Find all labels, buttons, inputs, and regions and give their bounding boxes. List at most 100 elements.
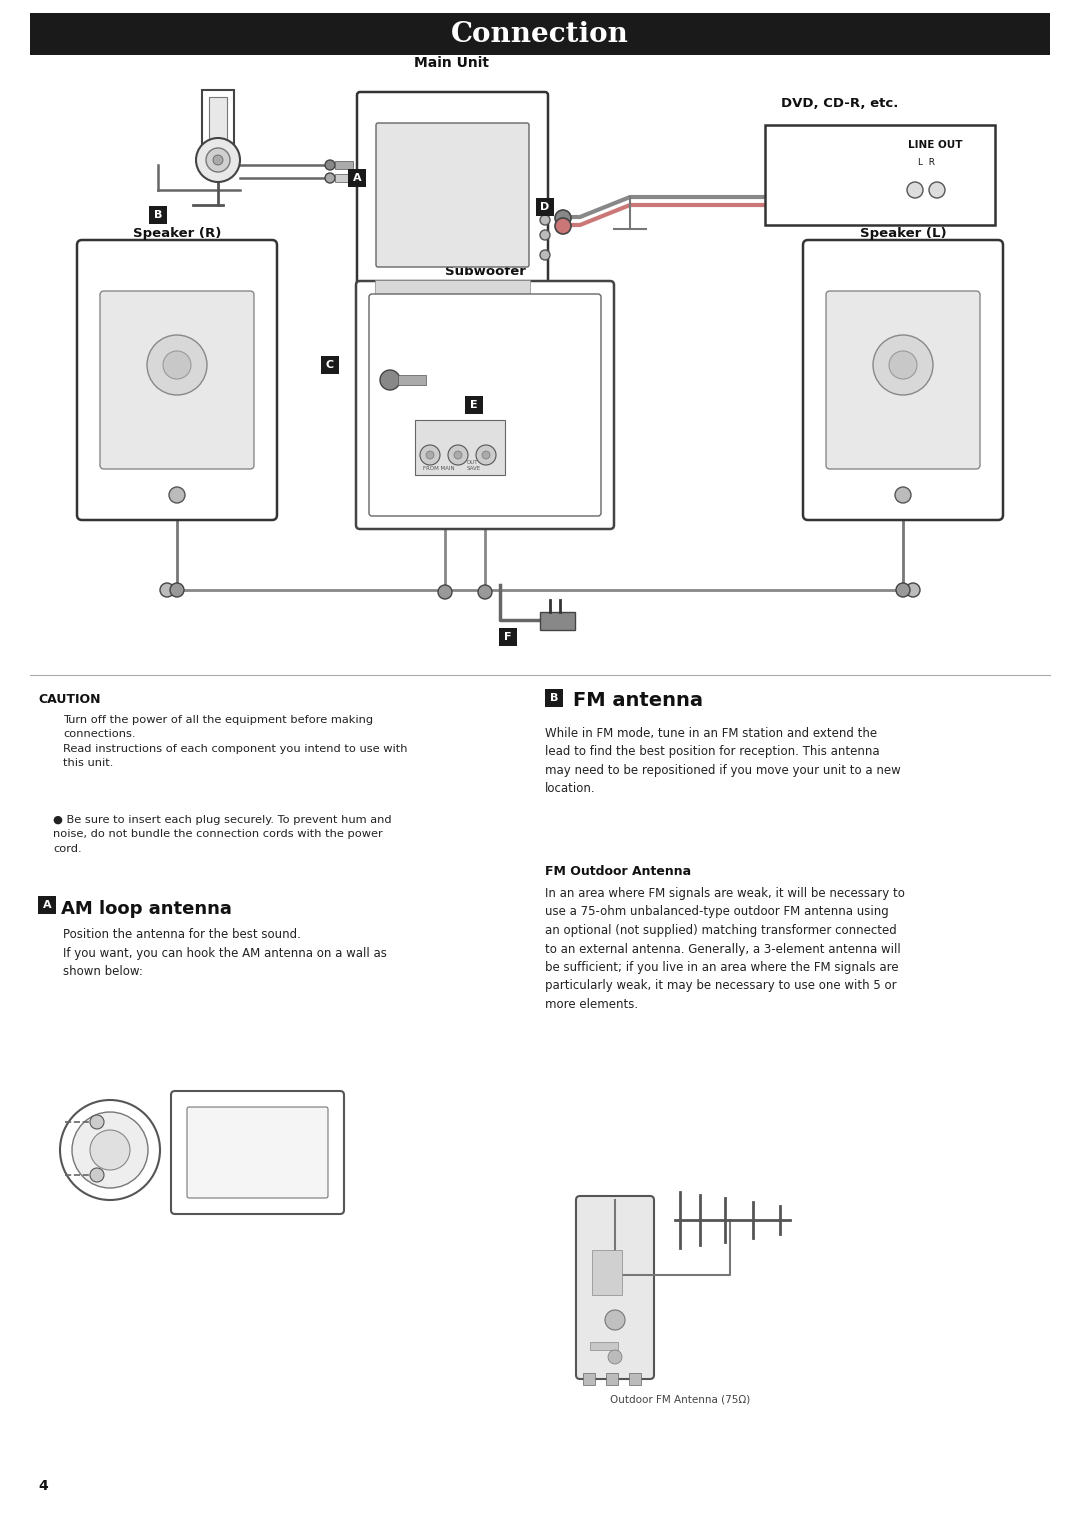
Bar (540, 612, 575, 630)
Circle shape (605, 1310, 625, 1330)
FancyBboxPatch shape (356, 281, 615, 529)
Circle shape (476, 445, 496, 465)
FancyBboxPatch shape (826, 291, 980, 470)
Text: Connection: Connection (451, 20, 629, 47)
Circle shape (873, 336, 933, 395)
Circle shape (426, 451, 434, 459)
Text: Outdoor FM Antenna (75Ω): Outdoor FM Antenna (75Ω) (610, 1395, 751, 1405)
FancyBboxPatch shape (357, 92, 548, 328)
Bar (464, 396, 483, 415)
FancyBboxPatch shape (100, 291, 254, 470)
Circle shape (206, 148, 230, 172)
Circle shape (540, 215, 550, 226)
Text: B: B (153, 210, 162, 220)
Text: FM Outdoor Antenna: FM Outdoor Antenna (545, 865, 691, 878)
Bar (348, 169, 366, 188)
Bar (30, 14, 1050, 55)
Text: CAUTION: CAUTION (38, 692, 100, 706)
Text: DVD, CD-R, etc.: DVD, CD-R, etc. (781, 98, 899, 110)
Bar (399, 375, 426, 384)
Circle shape (907, 181, 923, 198)
Bar (415, 419, 505, 474)
FancyBboxPatch shape (804, 239, 1003, 520)
Text: F: F (504, 631, 512, 642)
Bar (583, 1372, 595, 1385)
Circle shape (895, 486, 912, 503)
Text: Subwoofer: Subwoofer (445, 265, 526, 278)
Bar (606, 1372, 618, 1385)
Circle shape (72, 1112, 148, 1188)
Circle shape (438, 586, 453, 599)
Circle shape (896, 583, 910, 596)
Circle shape (195, 137, 240, 181)
Bar (38, 897, 56, 913)
Circle shape (555, 218, 571, 233)
Circle shape (482, 451, 490, 459)
FancyBboxPatch shape (171, 1090, 345, 1214)
Circle shape (147, 336, 207, 395)
Text: Speaker (L): Speaker (L) (860, 227, 946, 239)
Circle shape (213, 156, 222, 165)
Circle shape (929, 181, 945, 198)
Text: D: D (540, 201, 550, 212)
Circle shape (90, 1168, 104, 1182)
Circle shape (60, 1100, 160, 1200)
Bar (499, 628, 517, 647)
Text: A: A (353, 172, 362, 183)
Circle shape (448, 445, 468, 465)
Circle shape (889, 351, 917, 380)
Text: A: A (43, 900, 52, 910)
Circle shape (555, 210, 571, 226)
Text: E: E (470, 400, 477, 410)
Circle shape (160, 583, 174, 596)
Circle shape (90, 1115, 104, 1128)
Bar (210, 98, 227, 154)
Circle shape (90, 1130, 130, 1170)
Circle shape (325, 160, 335, 169)
Text: Position the antenna for the best sound.
If you want, you can hook the AM antenn: Position the antenna for the best sound.… (63, 929, 387, 978)
Bar (545, 689, 563, 708)
Circle shape (540, 230, 550, 239)
Text: AM loop antenna: AM loop antenna (60, 900, 232, 918)
Bar (536, 198, 554, 217)
Text: While in FM mode, tune in an FM station and extend the
lead to find the best pos: While in FM mode, tune in an FM station … (545, 727, 901, 796)
Bar (321, 355, 339, 374)
Text: B: B (550, 692, 558, 703)
Bar (765, 125, 995, 226)
FancyBboxPatch shape (77, 239, 276, 520)
FancyBboxPatch shape (187, 1107, 328, 1199)
FancyBboxPatch shape (576, 1196, 654, 1379)
Bar (149, 206, 167, 224)
Circle shape (906, 583, 920, 596)
Bar (335, 162, 353, 169)
Bar (590, 1342, 618, 1350)
Bar (629, 1372, 642, 1385)
Text: FROM MAIN: FROM MAIN (423, 467, 455, 471)
Text: OUT
SAVE: OUT SAVE (467, 461, 481, 471)
Text: LINE OUT: LINE OUT (908, 140, 962, 149)
FancyBboxPatch shape (376, 124, 529, 267)
Circle shape (540, 250, 550, 259)
Circle shape (163, 351, 191, 380)
Text: ● Be sure to insert each plug securely. To prevent hum and
noise, do not bundle : ● Be sure to insert each plug securely. … (53, 814, 392, 854)
Bar (202, 90, 234, 160)
Circle shape (325, 172, 335, 183)
Bar (335, 174, 353, 181)
Text: FM antenna: FM antenna (573, 691, 703, 711)
FancyBboxPatch shape (369, 294, 600, 515)
Bar (592, 1250, 622, 1295)
Text: Speaker (R): Speaker (R) (133, 227, 221, 239)
Text: 4: 4 (38, 1479, 48, 1493)
Text: C: C (326, 360, 334, 371)
Circle shape (380, 371, 400, 390)
Circle shape (454, 451, 462, 459)
Circle shape (168, 486, 185, 503)
Circle shape (420, 445, 440, 465)
Bar (375, 281, 530, 310)
Circle shape (478, 586, 492, 599)
Text: Turn off the power of all the equipment before making
connections.
Read instruct: Turn off the power of all the equipment … (63, 715, 407, 769)
Circle shape (170, 583, 184, 596)
Text: In an area where FM signals are weak, it will be necessary to
use a 75-ohm unbal: In an area where FM signals are weak, it… (545, 888, 905, 1011)
Circle shape (608, 1350, 622, 1363)
Text: L  R: L R (918, 159, 935, 168)
